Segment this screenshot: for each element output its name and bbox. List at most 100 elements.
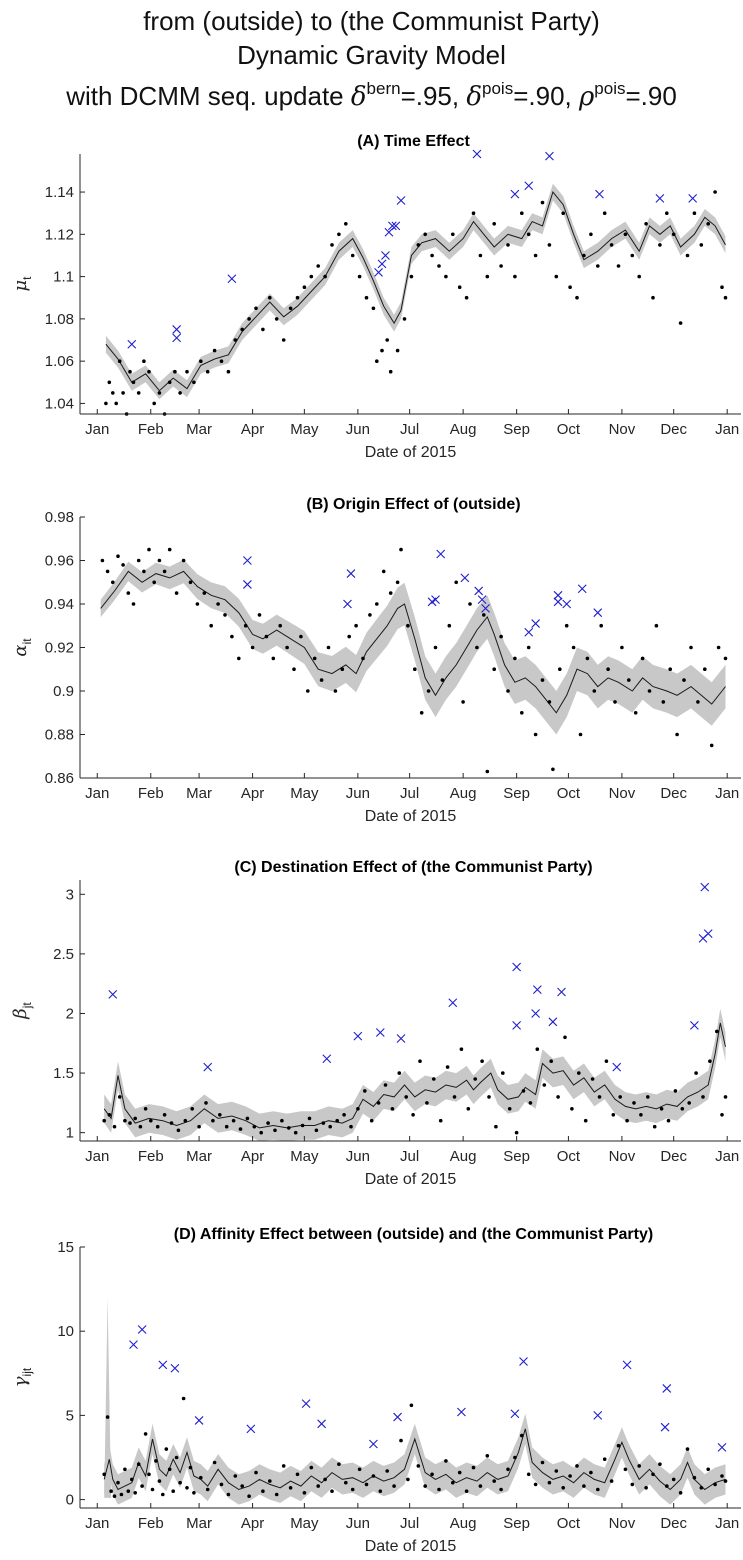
observation-point <box>480 1059 484 1063</box>
observation-point <box>105 569 110 574</box>
observation-point <box>589 232 593 237</box>
observation-point <box>376 1101 381 1105</box>
outlier-marker <box>129 1340 138 1350</box>
outlier-marker <box>374 267 383 277</box>
x-tick-label: Dec <box>660 785 687 802</box>
observation-point <box>252 1124 257 1129</box>
observation-point <box>433 645 438 650</box>
observation-point <box>418 1059 422 1063</box>
observation-point <box>326 645 331 650</box>
outlier-marker <box>301 1399 311 1408</box>
observation-point <box>300 1123 305 1128</box>
outlier-marker <box>393 1412 402 1422</box>
observation-point <box>378 1489 383 1493</box>
confidence-band <box>100 559 726 735</box>
x-axis-label: Date of 2015 <box>365 1538 457 1555</box>
observation-point <box>274 317 279 321</box>
observation-point <box>295 295 300 300</box>
x-tick-label: Feb <box>138 421 164 438</box>
observation-point <box>540 200 545 205</box>
observation-point <box>364 295 369 300</box>
chart-panel-1: Jan Feb Mar Apr May Jun Jul Aug Sep Oct Nov Dec Jan 1… <box>10 133 741 461</box>
observation-point <box>644 1486 648 1490</box>
observation-point <box>694 1071 698 1075</box>
y-tick-label: 0.92 <box>45 640 74 657</box>
y-tick-label: 1.06 <box>45 353 74 370</box>
observation-point <box>199 359 203 364</box>
observation-point <box>104 401 108 406</box>
observation-point <box>185 369 189 374</box>
observation-point <box>202 591 207 595</box>
observation-point <box>143 1107 148 1111</box>
observation-point <box>689 645 693 650</box>
observation-point <box>644 222 648 226</box>
observation-point <box>547 243 552 247</box>
rho-symbol: ρ <box>579 82 595 112</box>
outlier-marker <box>512 962 522 972</box>
observation-point <box>131 602 136 606</box>
observation-point <box>473 1077 478 1081</box>
observation-point <box>723 295 728 300</box>
observation-point <box>112 1494 117 1498</box>
outlier-marker <box>137 1325 147 1334</box>
y-tick-label: 1.14 <box>45 184 74 201</box>
observation-point <box>138 1124 143 1129</box>
observation-point <box>723 1479 728 1483</box>
outlier-marker <box>127 339 137 349</box>
observation-point <box>195 602 200 606</box>
observation-point <box>268 295 272 300</box>
observation-point <box>224 1124 229 1129</box>
observation-point <box>176 1128 181 1133</box>
observation-point <box>426 689 431 693</box>
observation-point <box>499 1487 503 1492</box>
posterior-mean-line <box>105 190 726 392</box>
title-prefix: with DCMM seq. update <box>66 81 344 111</box>
observation-point <box>192 1491 196 1495</box>
outlier-marker <box>387 221 397 231</box>
observation-point <box>128 1121 132 1125</box>
observation-point <box>226 369 231 374</box>
x-tick-label: Sep <box>503 785 530 802</box>
observation-point <box>328 1124 333 1129</box>
outlier-marker <box>655 194 665 203</box>
observation-point <box>563 1035 567 1040</box>
outlier-marker <box>381 251 390 260</box>
outlier-marker <box>243 556 252 565</box>
outlier-marker <box>531 619 541 628</box>
outlier-marker <box>477 595 487 605</box>
observation-point <box>380 348 384 353</box>
observation-point <box>411 1113 415 1117</box>
observation-point <box>247 317 251 321</box>
observation-point <box>349 1124 353 1129</box>
y-tick-label: 0.96 <box>45 553 74 570</box>
x-tick-label: May <box>290 785 319 802</box>
observation-point <box>409 1403 414 1408</box>
outlier-marker <box>158 1360 168 1370</box>
x-tick-label: Sep <box>503 1515 530 1532</box>
x-tick-label: Mar <box>186 1148 212 1165</box>
x-tick-label: Dec <box>660 1148 687 1165</box>
observation-point <box>466 1107 471 1111</box>
observation-point <box>288 306 293 311</box>
observation-point <box>602 211 607 215</box>
outlier-marker <box>227 274 237 284</box>
observation-point <box>173 369 177 374</box>
outlier-marker <box>595 189 604 199</box>
outlier-marker <box>474 586 484 596</box>
observation-point <box>613 700 617 704</box>
observation-point <box>535 1047 540 1051</box>
observation-point <box>167 1467 172 1472</box>
observation-point <box>668 667 672 671</box>
observation-point <box>131 380 136 385</box>
outlier-marker <box>375 1028 385 1037</box>
observation-point <box>709 743 714 748</box>
observation-point <box>295 1472 300 1477</box>
observation-point <box>178 1480 182 1485</box>
observation-point <box>116 1480 120 1485</box>
observation-point <box>571 645 576 650</box>
x-tick-label: Feb <box>138 1148 164 1165</box>
observation-point <box>478 253 483 258</box>
observation-point <box>561 1486 565 1490</box>
chart-panel-3: Jan Feb Mar Apr May Jun Jul Aug Sep Oct Nov Dec Jan 1… <box>10 859 741 1188</box>
outlier-marker <box>660 1422 670 1432</box>
